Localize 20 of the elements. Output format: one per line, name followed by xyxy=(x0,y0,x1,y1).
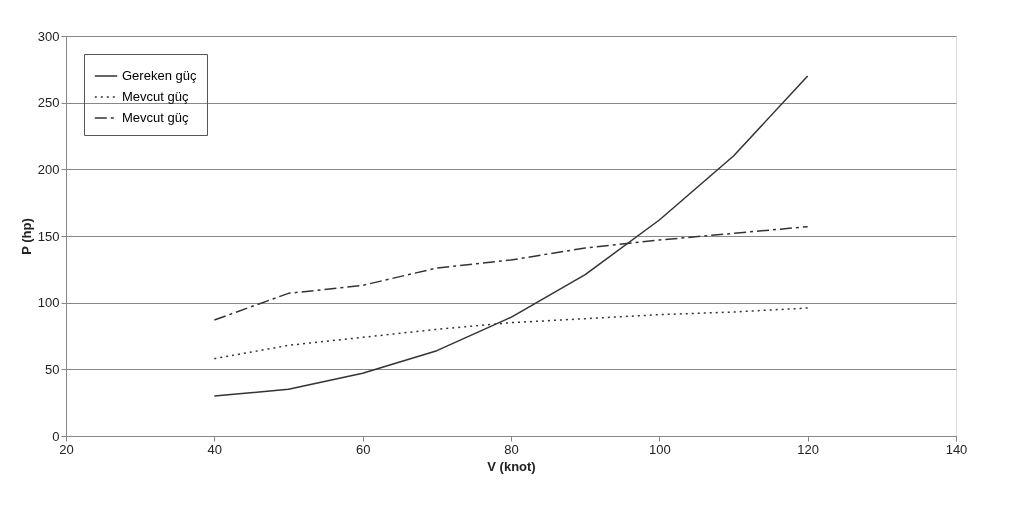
x-tick-label: 120 xyxy=(797,441,820,457)
y-tick-label: 0 xyxy=(52,428,60,444)
legend-label: Gereken güç xyxy=(122,68,197,83)
x-tick-label: 100 xyxy=(648,441,671,457)
x-tick-label: 60 xyxy=(355,441,371,457)
legend-label: Mevcut güç xyxy=(122,89,189,104)
line-series xyxy=(213,75,809,397)
y-axis-title: P (hp) xyxy=(18,218,34,255)
y-tick-label: 50 xyxy=(45,361,60,377)
x-tick-label: 80 xyxy=(504,441,519,457)
x-tick-label: 40 xyxy=(207,441,223,457)
x-axis-title: V (knot) xyxy=(487,458,536,474)
x-tick-label: 140 xyxy=(945,441,968,457)
y-tick-label: 250 xyxy=(37,95,60,111)
y-tick-label: 200 xyxy=(37,161,60,177)
y-tick-label: 150 xyxy=(37,228,60,244)
legend-label: Mevcut güç xyxy=(122,110,189,125)
y-tick-label: 100 xyxy=(37,295,60,311)
y-tick-label: 300 xyxy=(37,28,60,44)
x-tick-label: 20 xyxy=(59,441,74,457)
